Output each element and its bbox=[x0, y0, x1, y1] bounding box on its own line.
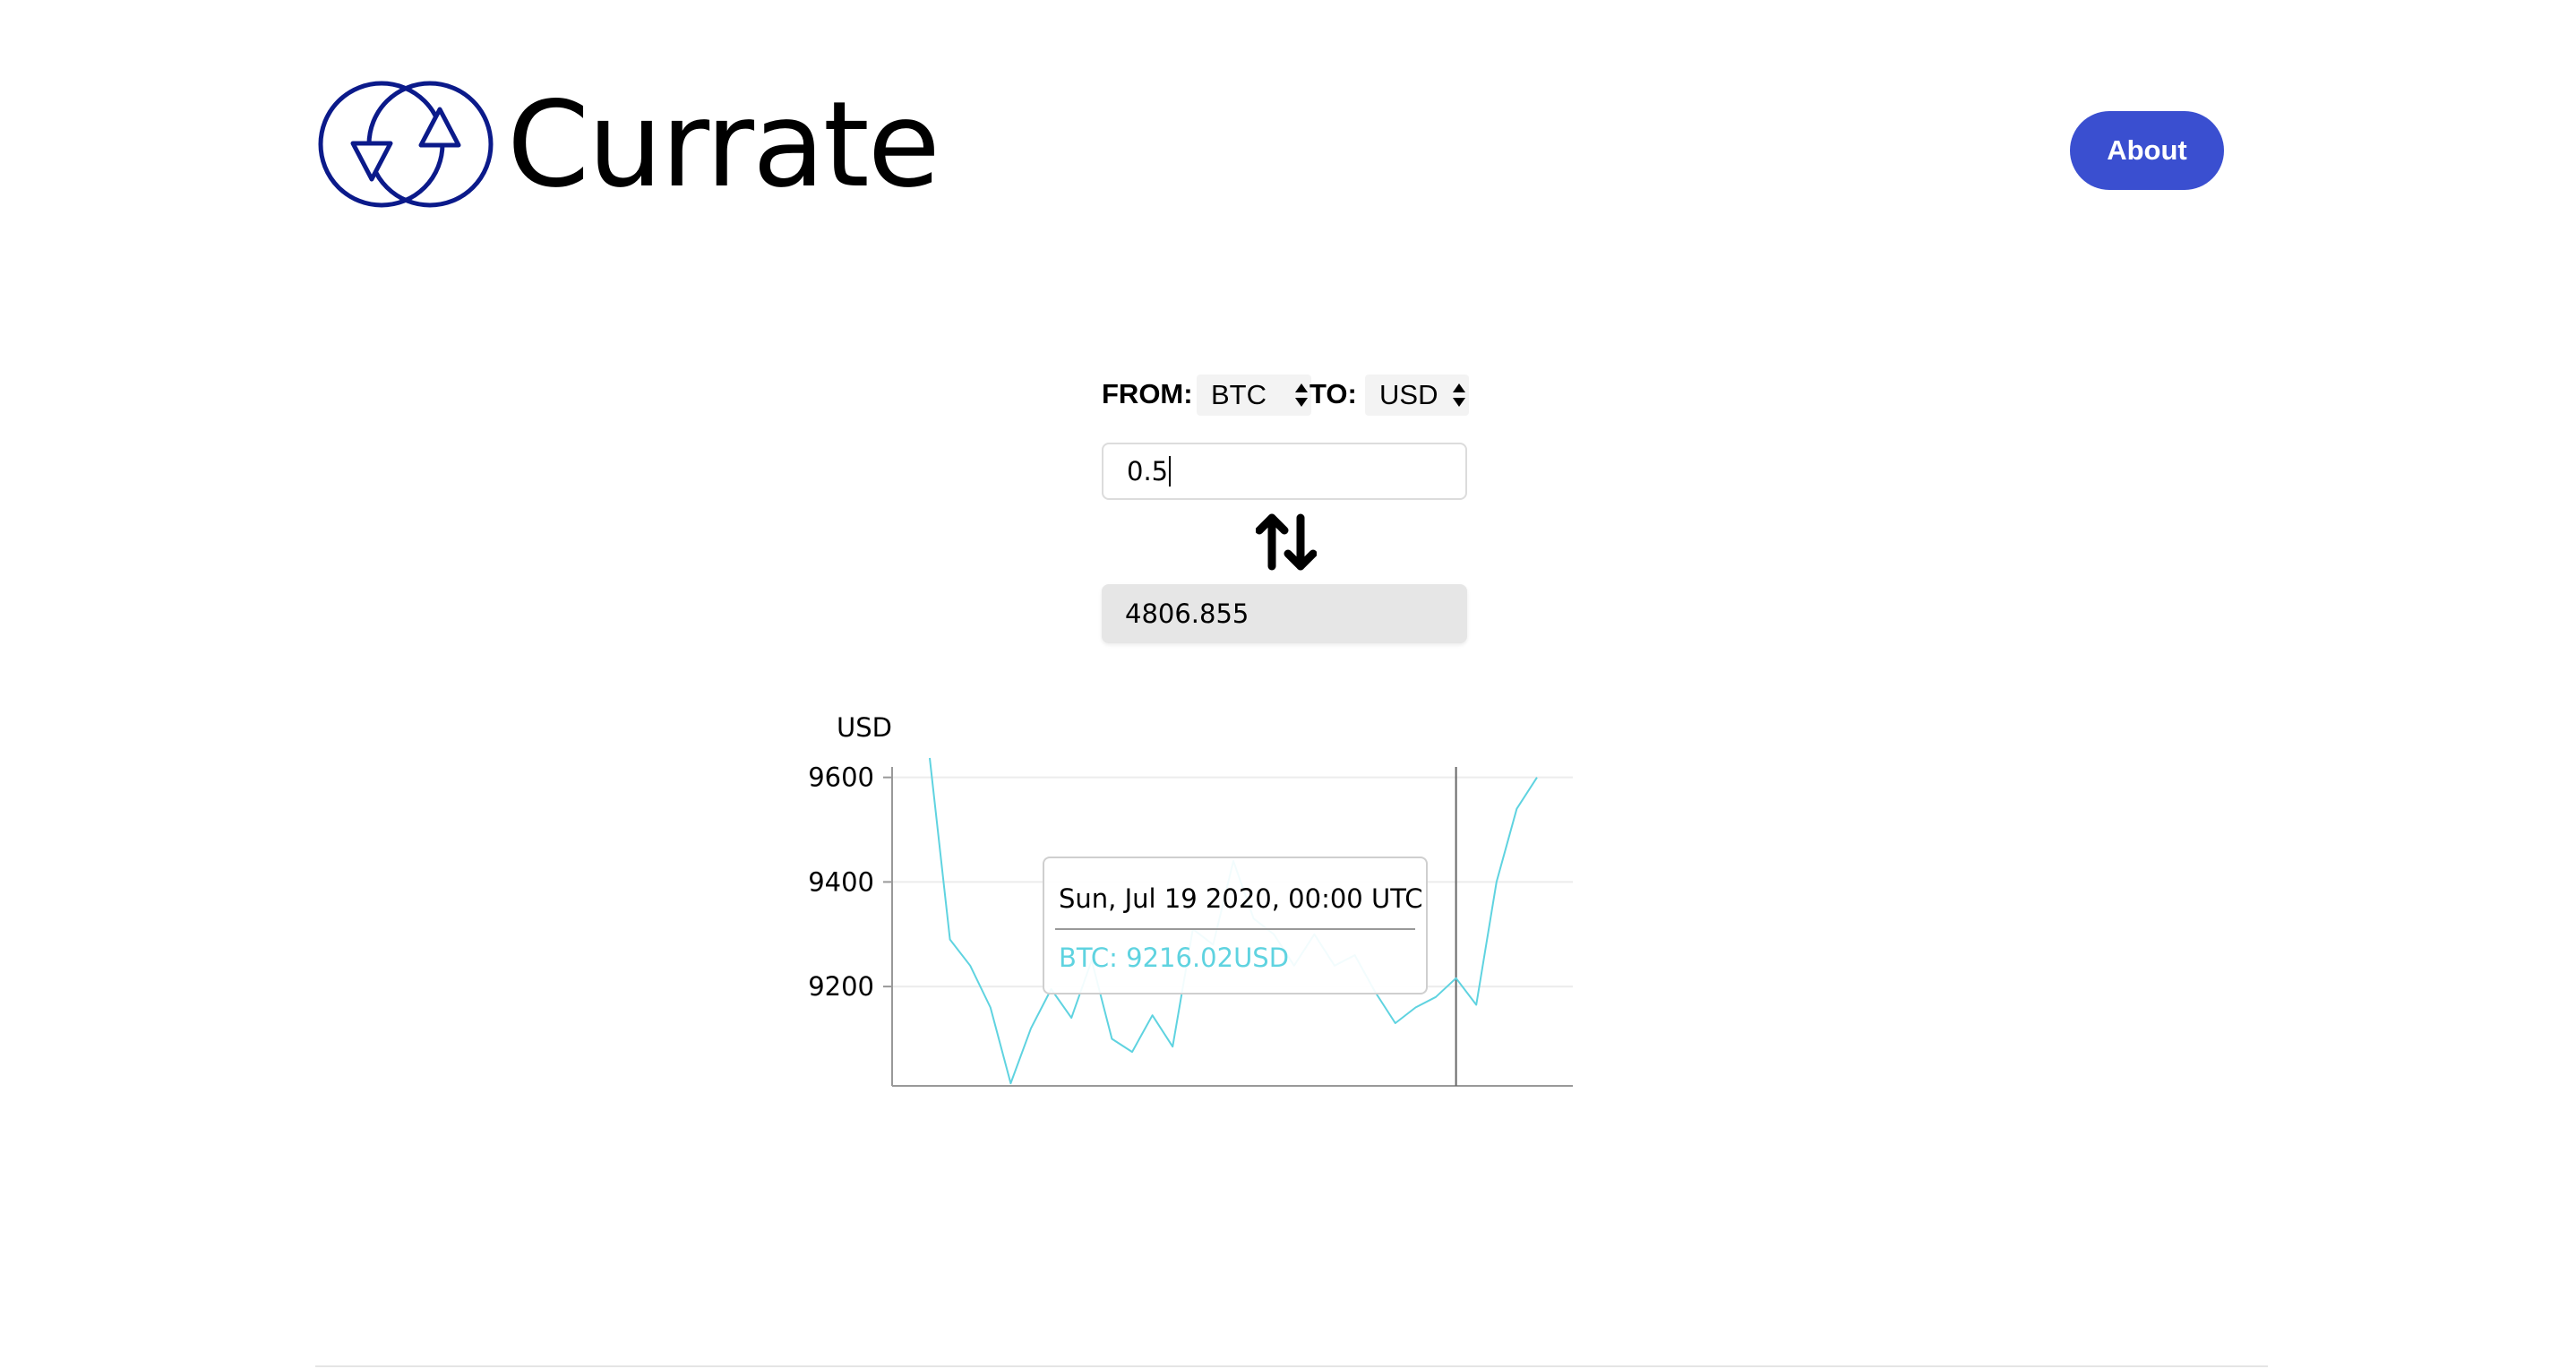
select-arrows-icon bbox=[1453, 383, 1465, 407]
tooltip-value: BTC: 9216.02USD bbox=[1059, 943, 1289, 973]
amount-input[interactable]: 0.5 bbox=[1102, 443, 1467, 500]
y-tick-label: 9600 bbox=[808, 762, 874, 793]
about-button[interactable]: About bbox=[2070, 111, 2224, 190]
from-currency-select[interactable]: BTC bbox=[1197, 375, 1311, 416]
y-tick-label: 9400 bbox=[808, 866, 874, 897]
currency-selectors: FROM: BTC TO: USD bbox=[1102, 375, 1469, 416]
y-tick-label: 9200 bbox=[808, 971, 874, 1002]
tooltip-date: Sun, Jul 19 2020, 00:00 UTC bbox=[1059, 883, 1422, 914]
select-arrows-icon bbox=[1295, 383, 1308, 407]
footer-divider bbox=[315, 1365, 2268, 1367]
result-output: 4806.855 bbox=[1102, 584, 1467, 643]
text-caret bbox=[1169, 456, 1171, 486]
app-name: Currate bbox=[507, 82, 939, 208]
from-currency-value: BTC bbox=[1211, 379, 1267, 411]
to-currency-select[interactable]: USD bbox=[1365, 375, 1469, 416]
exchange-circles-icon bbox=[315, 79, 496, 210]
to-label: TO: bbox=[1309, 378, 1357, 410]
chart-tooltip: Sun, Jul 19 2020, 00:00 UTC BTC: 9216.02… bbox=[1043, 857, 1428, 994]
result-value: 4806.855 bbox=[1125, 598, 1249, 629]
tooltip-divider bbox=[1055, 928, 1415, 930]
amount-value: 0.5 bbox=[1127, 456, 1168, 486]
swap-vertical-arrows-icon[interactable] bbox=[1256, 511, 1317, 573]
y-axis-label: USD bbox=[837, 712, 892, 743]
from-label: FROM: bbox=[1102, 378, 1193, 410]
header: Currate About bbox=[0, 0, 2576, 269]
to-currency-value: USD bbox=[1379, 379, 1438, 411]
